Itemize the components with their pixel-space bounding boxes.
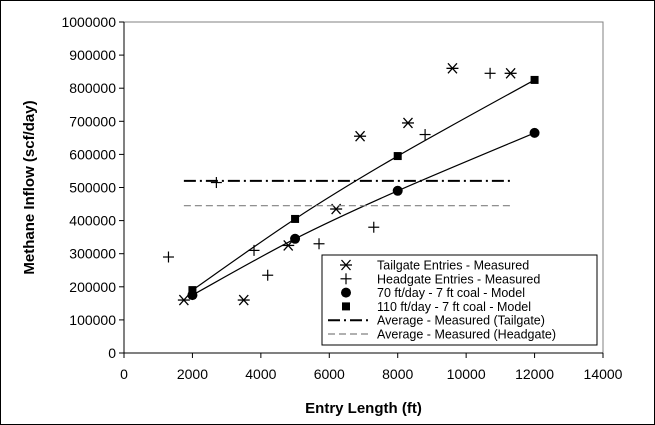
data-point bbox=[290, 233, 301, 244]
series-1 bbox=[162, 67, 496, 281]
x-tick-label: 2000 bbox=[177, 366, 208, 382]
legend-label: Tailgate Entries - Measured bbox=[377, 259, 529, 273]
data-point bbox=[210, 177, 222, 189]
data-point bbox=[162, 251, 174, 263]
data-point bbox=[504, 67, 517, 79]
legend-marker bbox=[342, 302, 350, 311]
data-point bbox=[368, 221, 380, 233]
legend-marker bbox=[341, 287, 351, 298]
data-point bbox=[392, 185, 403, 196]
x-tick-label: 10000 bbox=[447, 366, 486, 382]
legend-label: Average - Measured (Tailgate) bbox=[377, 314, 545, 328]
y-tick-label: 300000 bbox=[69, 246, 116, 262]
series-line bbox=[192, 132, 535, 296]
y-tick-label: 100000 bbox=[69, 312, 116, 328]
legend-box bbox=[321, 254, 598, 346]
data-point bbox=[401, 117, 414, 129]
legend-marker bbox=[340, 259, 352, 271]
data-point bbox=[446, 62, 459, 74]
data-point bbox=[188, 286, 197, 295]
y-axis-title: Methane Inflow (scf/day) bbox=[21, 100, 38, 274]
data-point bbox=[484, 67, 496, 79]
legend-marker bbox=[340, 273, 352, 285]
legend-label: 70 ft/day - 7 ft coal - Model bbox=[377, 286, 525, 300]
y-tick-label: 500000 bbox=[69, 180, 116, 196]
y-tick-label: 900000 bbox=[69, 47, 116, 63]
y-tick-label: 0 bbox=[108, 345, 116, 361]
axes: 0 2000 4000 6000 8000 10000 12000 14000 0 100000 2… bbox=[61, 14, 622, 382]
y-tick-label: 600000 bbox=[69, 146, 116, 162]
x-tick-label: 14000 bbox=[584, 366, 623, 382]
y-tick-label: 800000 bbox=[69, 80, 116, 96]
x-tick-label: 4000 bbox=[245, 366, 276, 382]
x-tick-label: 6000 bbox=[314, 366, 345, 382]
y-tick-label: 700000 bbox=[69, 113, 116, 129]
x-axis-title: Entry Length (ft) bbox=[305, 400, 422, 417]
series-3 bbox=[188, 75, 539, 295]
data-point bbox=[313, 238, 325, 250]
series-layer bbox=[162, 62, 540, 306]
data-point bbox=[354, 130, 367, 142]
legend-label: Headgate Entries - Measured bbox=[377, 272, 540, 286]
data-point bbox=[529, 127, 540, 138]
series-0 bbox=[177, 62, 517, 306]
series-line bbox=[192, 79, 535, 291]
x-tick-label: 0 bbox=[120, 366, 128, 382]
data-point bbox=[291, 214, 300, 223]
legend-label: 110 ft/day - 7 ft coal - Model bbox=[377, 300, 531, 314]
data-point bbox=[530, 75, 539, 84]
data-point bbox=[393, 152, 402, 161]
x-tick-label: 8000 bbox=[382, 366, 413, 382]
y-tick-label: 400000 bbox=[69, 213, 116, 229]
data-point bbox=[177, 294, 190, 306]
data-point bbox=[262, 269, 274, 281]
legend-label: Average - Measured (Headgate) bbox=[377, 328, 556, 342]
x-tick-label: 12000 bbox=[515, 366, 554, 382]
y-tick-label: 1000000 bbox=[61, 14, 116, 30]
data-point bbox=[419, 129, 431, 141]
data-point bbox=[282, 239, 295, 251]
y-tick-label: 200000 bbox=[69, 279, 116, 295]
data-point bbox=[237, 294, 250, 306]
